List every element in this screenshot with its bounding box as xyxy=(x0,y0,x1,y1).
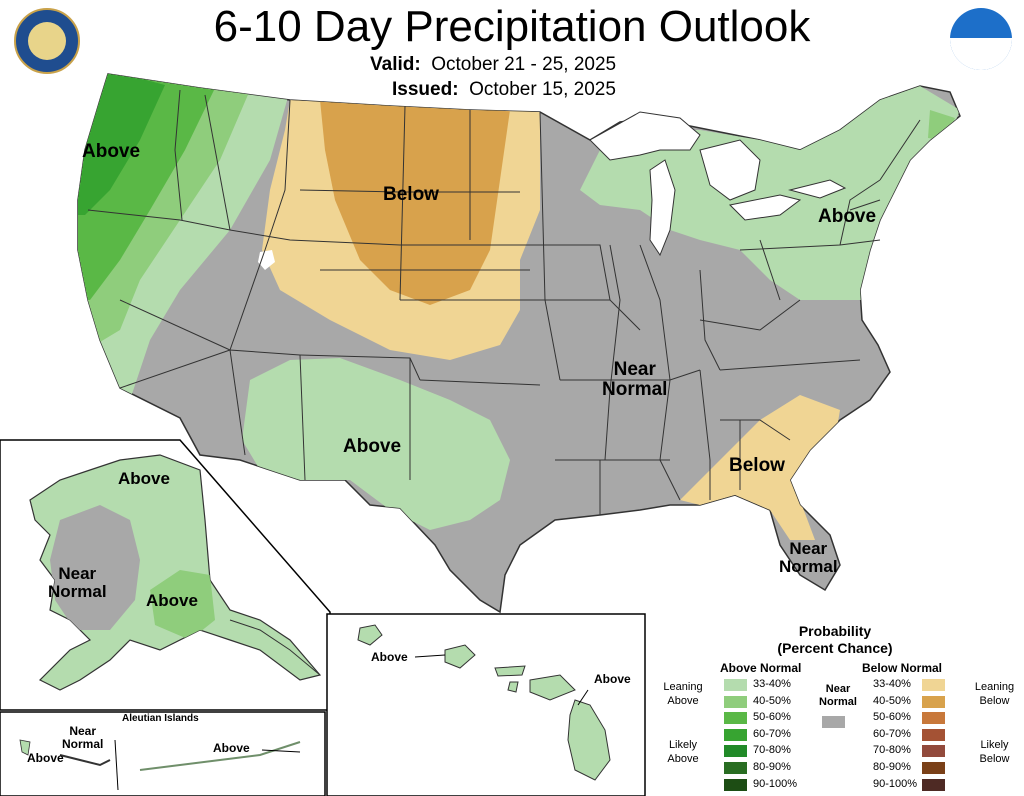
legend-below-swatch xyxy=(922,728,945,741)
valid-label: Valid: xyxy=(370,54,421,75)
legend-likely-below: Likely Below xyxy=(979,739,1010,765)
legend-above-swatch xyxy=(724,762,747,774)
legend-below-range: 80-90% xyxy=(873,761,911,773)
label-central: Near Normal xyxy=(602,359,668,400)
noaa-logo-icon xyxy=(950,8,1012,70)
label-aleutian-title: Aleutian Islands xyxy=(122,713,199,724)
legend-above-range: 40-50% xyxy=(753,694,791,707)
label-aleutian-near: Near Normal xyxy=(62,724,104,751)
valid-line: Valid: October 21 - 25, 2025 xyxy=(370,54,616,76)
alaska-inset xyxy=(0,439,331,711)
legend-above-range: 60-70% xyxy=(753,727,791,740)
issued-date: October 15, 2025 xyxy=(469,79,616,100)
legend-above-range: 50-60% xyxy=(753,711,791,724)
label-alaska-north: Above xyxy=(118,469,170,488)
label-northern-plains: Below xyxy=(383,184,439,205)
issued-label: Issued: xyxy=(392,79,459,100)
label-southwest: Above xyxy=(343,436,402,457)
legend-below-range: 90-100% xyxy=(873,777,918,790)
legend-above-range: 33-40% xyxy=(753,678,791,690)
legend-above-swatch xyxy=(724,712,747,725)
legend-below-range: 40-50% xyxy=(873,694,911,707)
legend-below-range: 70-80% xyxy=(873,744,911,757)
label-hawaii-east: Above xyxy=(594,672,631,686)
valid-dates: October 21 - 25, 2025 xyxy=(431,54,617,75)
department-of-commerce-seal-icon xyxy=(14,8,80,74)
legend-near-swatch xyxy=(822,716,845,728)
label-aleutian-above-right: Above xyxy=(213,741,250,755)
label-southeast: Below xyxy=(729,455,785,476)
legend-below-swatch xyxy=(922,679,945,691)
legend-above-swatch xyxy=(724,745,747,758)
label-florida: Near Normal xyxy=(779,539,838,576)
legend-below-swatch xyxy=(922,762,945,774)
legend-below-swatch xyxy=(922,778,945,791)
legend-above-range: 80-90% xyxy=(753,761,791,773)
hawaii-inset xyxy=(326,613,646,796)
legend-above-swatch xyxy=(724,679,747,691)
label-aleutian-above-left: Above xyxy=(27,751,64,765)
label-northwest: Above xyxy=(82,141,141,162)
legend-leaning-above: Leaning Above xyxy=(663,681,703,707)
legend-leaning-below: Leaning Below xyxy=(974,681,1015,707)
legend-likely-above: Likely Above xyxy=(667,739,699,765)
legend-near-label: Near Normal xyxy=(819,683,857,708)
map-title: 6-10 Day Precipitation Outlook xyxy=(213,2,811,51)
label-hawaii-west: Above xyxy=(371,650,408,664)
label-alaska-south: Above xyxy=(146,591,198,610)
label-alaska-west: Near Normal xyxy=(48,564,107,601)
legend-above-header: Above Normal xyxy=(720,661,802,675)
legend-below-range: 33-40% xyxy=(873,678,911,690)
legend-title: Probability (Percent Chance) xyxy=(777,623,893,656)
legend-below-range: 60-70% xyxy=(873,727,911,740)
legend-above-range: 90-100% xyxy=(753,777,798,790)
legend-above-swatch xyxy=(724,778,747,791)
legend-below-swatch xyxy=(922,695,945,708)
legend-below-swatch xyxy=(922,745,945,758)
label-northeast: Above xyxy=(818,206,877,227)
issued-line: Issued: October 15, 2025 xyxy=(392,79,616,101)
legend-above-swatch xyxy=(724,728,747,741)
legend-below-header: Below Normal xyxy=(862,661,943,675)
legend-above-range: 70-80% xyxy=(753,744,791,757)
legend-below-swatch xyxy=(922,712,945,725)
legend-below-range: 50-60% xyxy=(873,711,911,724)
legend-above-swatch xyxy=(724,695,747,708)
aleutian-inset xyxy=(0,711,326,796)
conus xyxy=(77,73,961,614)
